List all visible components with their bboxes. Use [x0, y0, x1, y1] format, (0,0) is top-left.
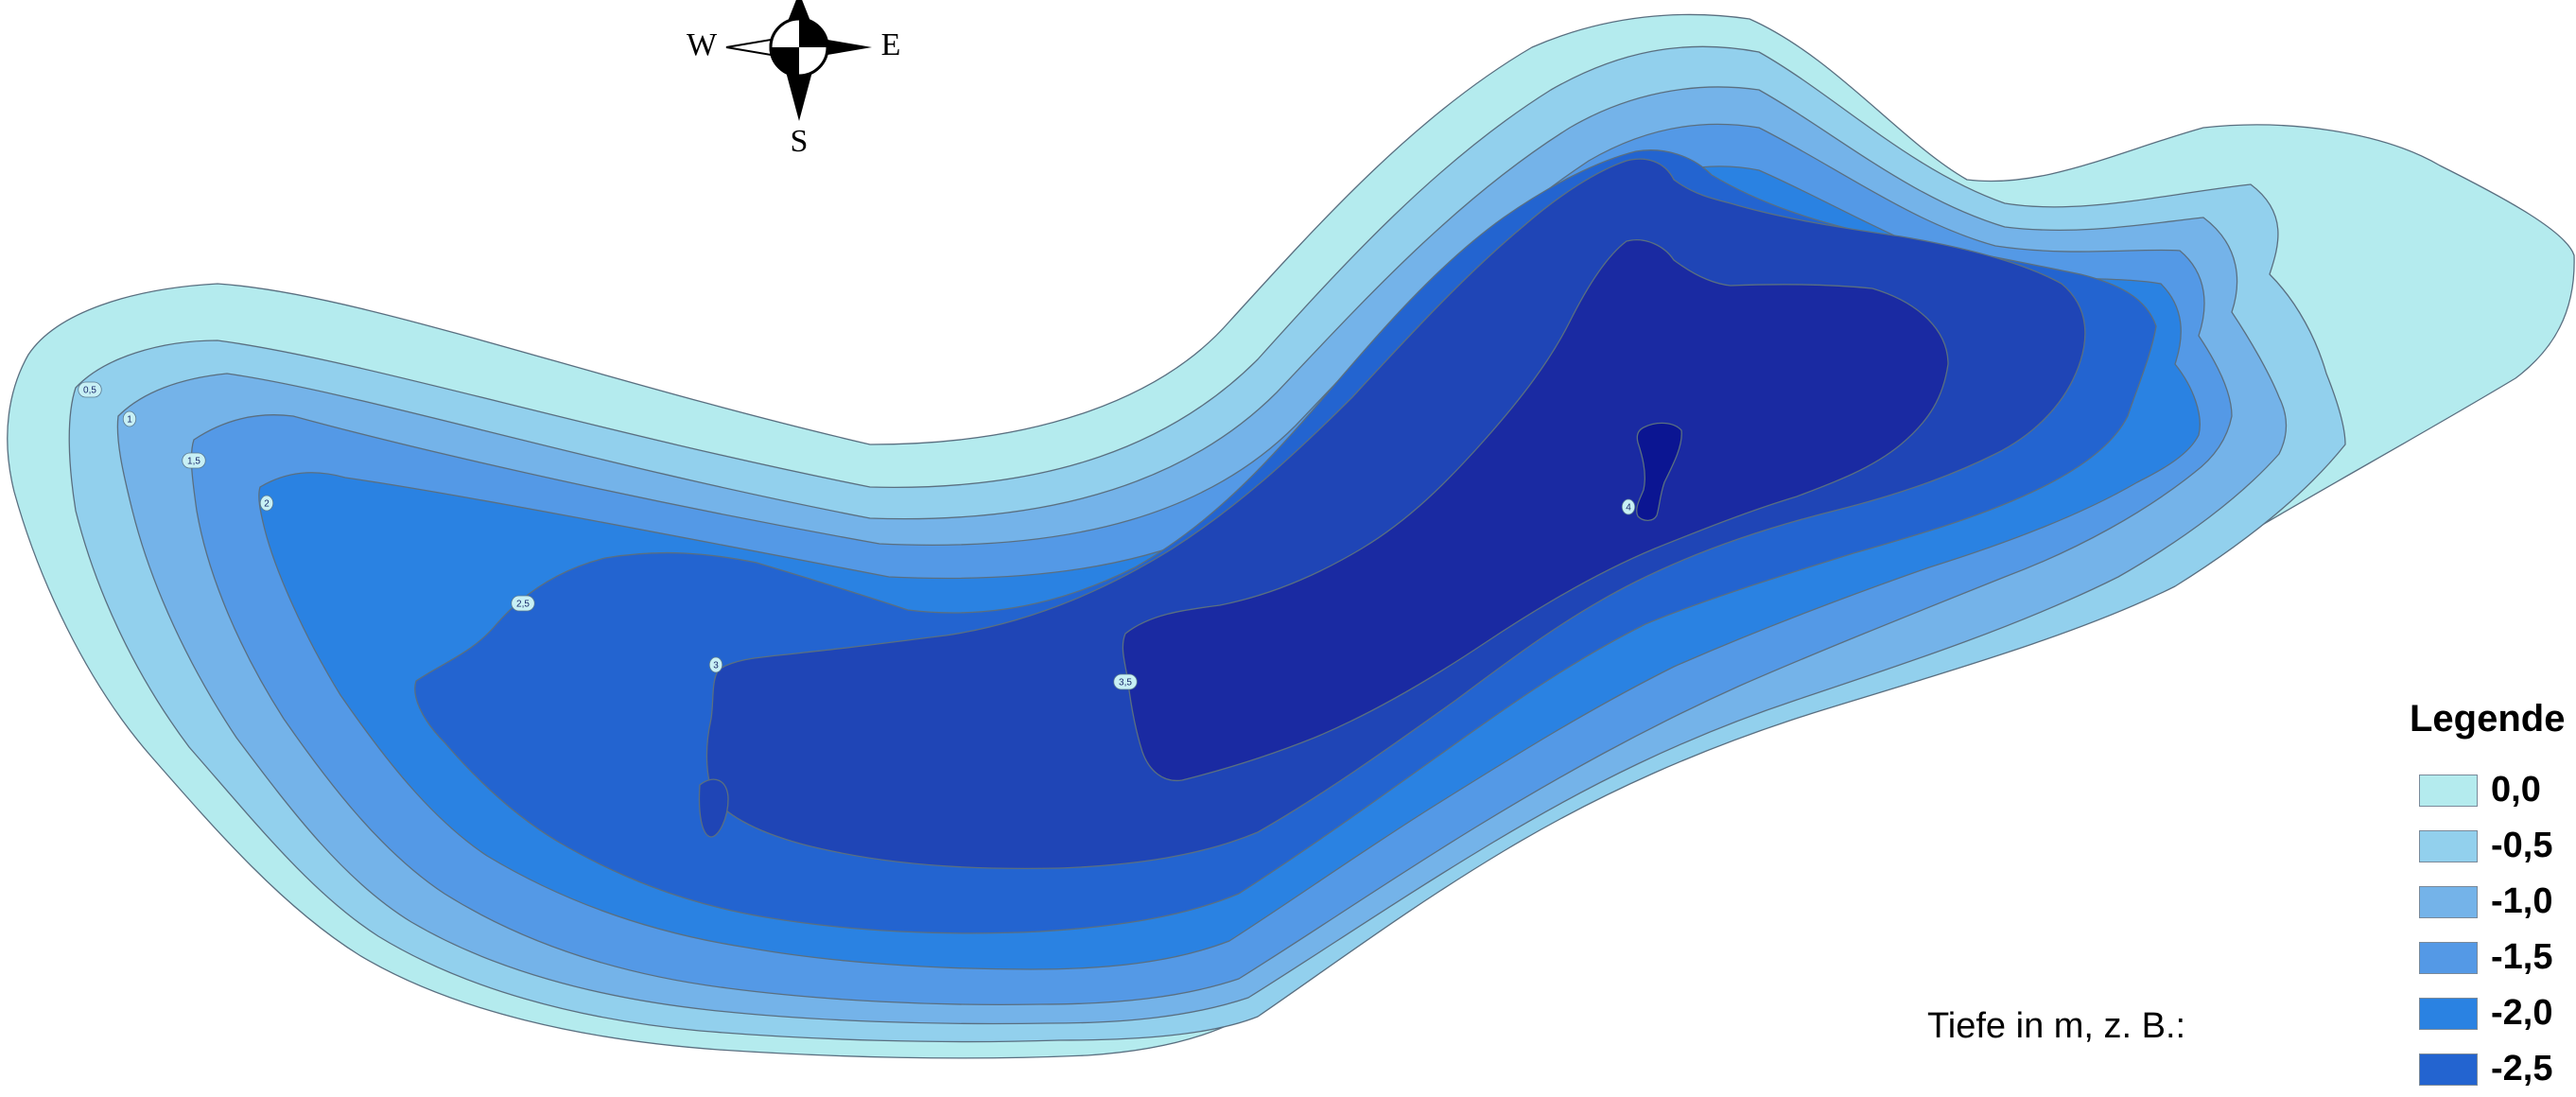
- contour-label: 1: [122, 410, 137, 427]
- legend-item: -2,5: [2419, 1041, 2552, 1097]
- legend-label: -2,5: [2491, 1049, 2553, 1088]
- contour-label: 0,5: [78, 381, 102, 398]
- depth-zone-3-5: [1122, 239, 1949, 782]
- contour-label-text: 2,5: [516, 600, 530, 610]
- depth-zone-4-0: [1636, 422, 1682, 522]
- legend-label: -1,5: [2491, 937, 2553, 977]
- legend-item: -0,5: [2419, 818, 2552, 874]
- contour-label: 2,5: [511, 595, 535, 612]
- contour-label: 3,5: [1113, 673, 1138, 690]
- contour-label-text: 4: [1626, 503, 1631, 514]
- contour-label-text: 3,5: [1119, 678, 1132, 688]
- legend: 0,0 -0,5 -1,0 -1,5 -2,0 -2,5: [2419, 762, 2552, 1097]
- contour-label-text: 0,5: [83, 386, 96, 396]
- legend-swatch: [2419, 997, 2478, 1030]
- legend-swatch: [2419, 774, 2478, 807]
- lake-inlet-notch: [698, 778, 729, 838]
- legend-item: 0,0: [2419, 762, 2552, 818]
- legend-swatch: [2419, 885, 2478, 918]
- legend-swatch: [2419, 829, 2478, 862]
- contour-label: 2: [259, 495, 274, 512]
- legend-title: Legende: [2410, 698, 2566, 740]
- compass-east-label: E: [881, 27, 901, 62]
- contour-label-text: 2: [264, 499, 270, 510]
- legend-swatch: [2419, 941, 2478, 974]
- legend-label: -0,5: [2491, 826, 2553, 865]
- compass-west-label: W: [687, 27, 718, 62]
- legend-label: -1,0: [2491, 881, 2553, 921]
- legend-item: -1,0: [2419, 874, 2552, 930]
- legend-item: -1,5: [2419, 930, 2552, 985]
- compass-rose-icon: W E S: [687, 0, 900, 159]
- contour-label: 3: [708, 656, 723, 673]
- compass-south-label: S: [791, 124, 809, 159]
- legend-item: -2,0: [2419, 985, 2552, 1041]
- legend-label: 0,0: [2491, 770, 2541, 810]
- contour-label-text: 1,5: [187, 457, 200, 467]
- contour-label: 4: [1621, 498, 1636, 515]
- legend-swatch: [2419, 1053, 2478, 1086]
- contour-label-layer: 0,5 1 1,5 2 2,5 3 3,5 4: [78, 381, 1636, 690]
- contour-label-text: 3: [713, 661, 719, 671]
- contour-label: 1,5: [182, 452, 206, 469]
- depth-note: Tiefe in m, z. B.:: [1927, 1006, 2186, 1046]
- contour-label-text: 1: [127, 415, 132, 426]
- depth-contour-layers: [7, 13, 2575, 1059]
- legend-label: -2,0: [2491, 993, 2553, 1033]
